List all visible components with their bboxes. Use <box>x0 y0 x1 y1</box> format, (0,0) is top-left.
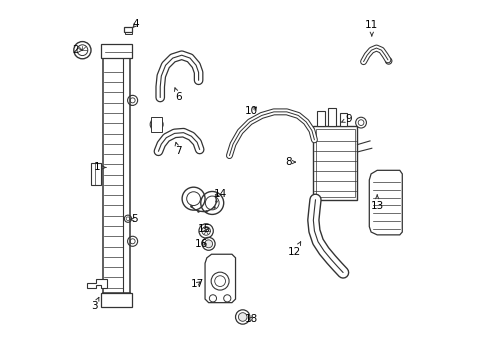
Text: 3: 3 <box>91 297 99 311</box>
Bar <box>101 293 131 307</box>
Text: 14: 14 <box>213 189 226 199</box>
Bar <box>151 117 162 132</box>
Text: 8: 8 <box>285 157 295 167</box>
Text: 12: 12 <box>287 242 301 257</box>
Text: 7: 7 <box>175 142 181 156</box>
Text: 10: 10 <box>244 106 258 116</box>
Text: 18: 18 <box>244 314 258 324</box>
Bar <box>125 32 131 34</box>
Bar <box>315 129 354 197</box>
Polygon shape <box>87 279 107 288</box>
Text: 11: 11 <box>365 20 378 36</box>
Text: 1: 1 <box>93 162 105 172</box>
Bar <box>91 163 101 185</box>
Text: 9: 9 <box>341 114 351 124</box>
Polygon shape <box>368 170 402 235</box>
Text: 2: 2 <box>72 45 82 55</box>
Circle shape <box>204 240 212 248</box>
Text: 4: 4 <box>133 19 139 29</box>
Text: 13: 13 <box>370 195 383 211</box>
Bar <box>124 27 132 32</box>
Text: 5: 5 <box>130 215 137 224</box>
Text: 16: 16 <box>194 239 208 249</box>
Bar <box>316 111 324 126</box>
Bar <box>327 108 335 126</box>
Text: 6: 6 <box>174 88 181 102</box>
Bar <box>312 126 357 200</box>
Circle shape <box>238 313 246 321</box>
Text: 17: 17 <box>190 279 203 289</box>
Bar <box>101 44 131 58</box>
Polygon shape <box>204 254 235 303</box>
Bar <box>339 113 346 126</box>
Text: 15: 15 <box>197 225 210 234</box>
